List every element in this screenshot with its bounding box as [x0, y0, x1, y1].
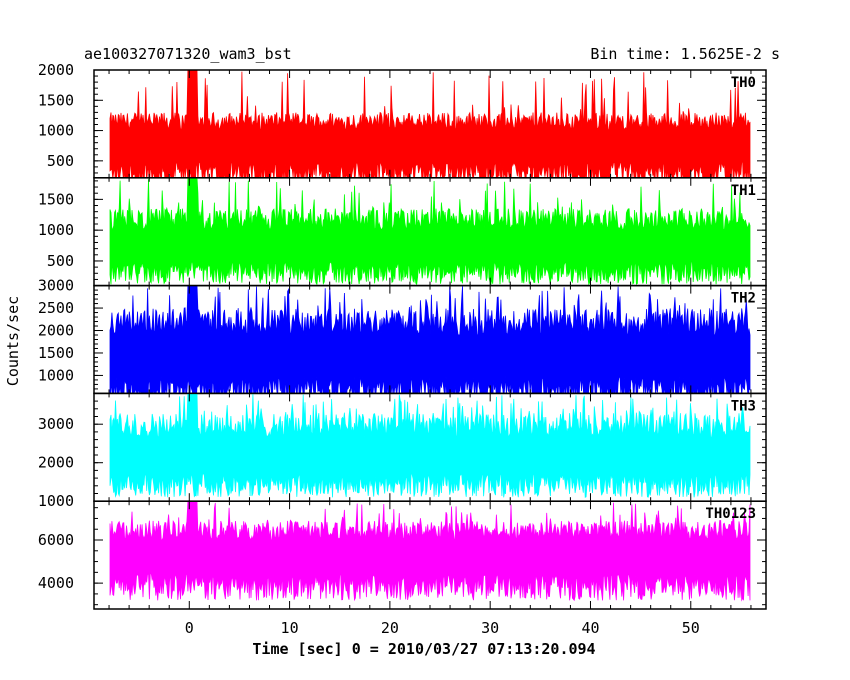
y-tick-label: 6000: [38, 531, 74, 549]
y-tick-label: 4000: [38, 574, 74, 592]
y-tick-label: 1500: [38, 344, 74, 362]
panel-label-th3: TH3: [731, 398, 756, 414]
y-tick-label: 2000: [38, 322, 74, 340]
series-th1-trace: [109, 177, 751, 286]
x-tick-label: 30: [481, 619, 499, 637]
x-tick-label: 50: [682, 619, 700, 637]
y-tick-label: 1500: [38, 190, 74, 208]
y-tick-label: 3000: [38, 415, 74, 433]
y-tick-label: 1000: [38, 366, 74, 384]
y-axis-title: Counts/sec: [4, 296, 22, 386]
x-axis: 0 10 20 30 40 50: [185, 619, 700, 637]
series-th3-trace: [109, 393, 751, 498]
panel-label-th0: TH0: [731, 75, 756, 91]
panel-stack: 500 1000 1500 2000 TH0 500 1000 1500 TH1 1000 1500…: [38, 61, 767, 610]
y-tick-label: 2500: [38, 299, 74, 317]
y-tick-label: 1500: [38, 91, 74, 109]
panel-th0123: 4000 6000 TH0123: [38, 500, 767, 610]
y-tick-label: 1000: [38, 122, 74, 140]
panel-th0: 500 1000 1500 2000 TH0: [38, 61, 767, 179]
panel-label-th2: TH2: [731, 291, 756, 307]
observation-id-header: ae100327071320_wam3_bst: [84, 45, 292, 63]
bin-time-header: Bin time: 1.5625E-2 s: [590, 45, 780, 63]
panel-th3: 1000 2000 3000 TH3: [38, 392, 767, 510]
panel-th2: 1000 1500 2000 2500 3000 TH2: [38, 277, 767, 395]
y-tick-label: 500: [47, 252, 74, 270]
y-tick-label: 2000: [38, 454, 74, 472]
y-tick-label: 2000: [38, 61, 74, 79]
y-tick-label: 1000: [38, 492, 74, 510]
panel-th1: 500 1000 1500 TH1: [38, 177, 767, 287]
series-th0123-trace: [109, 501, 751, 602]
x-tick-label: 20: [381, 619, 399, 637]
x-tick-label: 10: [281, 619, 299, 637]
y-tick-label: 3000: [38, 277, 74, 295]
panel-label-th1: TH1: [731, 183, 756, 199]
panel-label-th0123: TH0123: [705, 506, 756, 522]
y-tick-label: 500: [47, 152, 74, 170]
y-tick-label: 1000: [38, 221, 74, 239]
x-tick-label: 0: [185, 619, 194, 637]
series-th2-trace: [109, 285, 751, 394]
x-axis-title: Time [sec] 0 = 2010/03/27 07:13:20.094: [252, 640, 595, 658]
x-tick-label: 40: [581, 619, 599, 637]
series-th0-trace: [109, 70, 751, 178]
